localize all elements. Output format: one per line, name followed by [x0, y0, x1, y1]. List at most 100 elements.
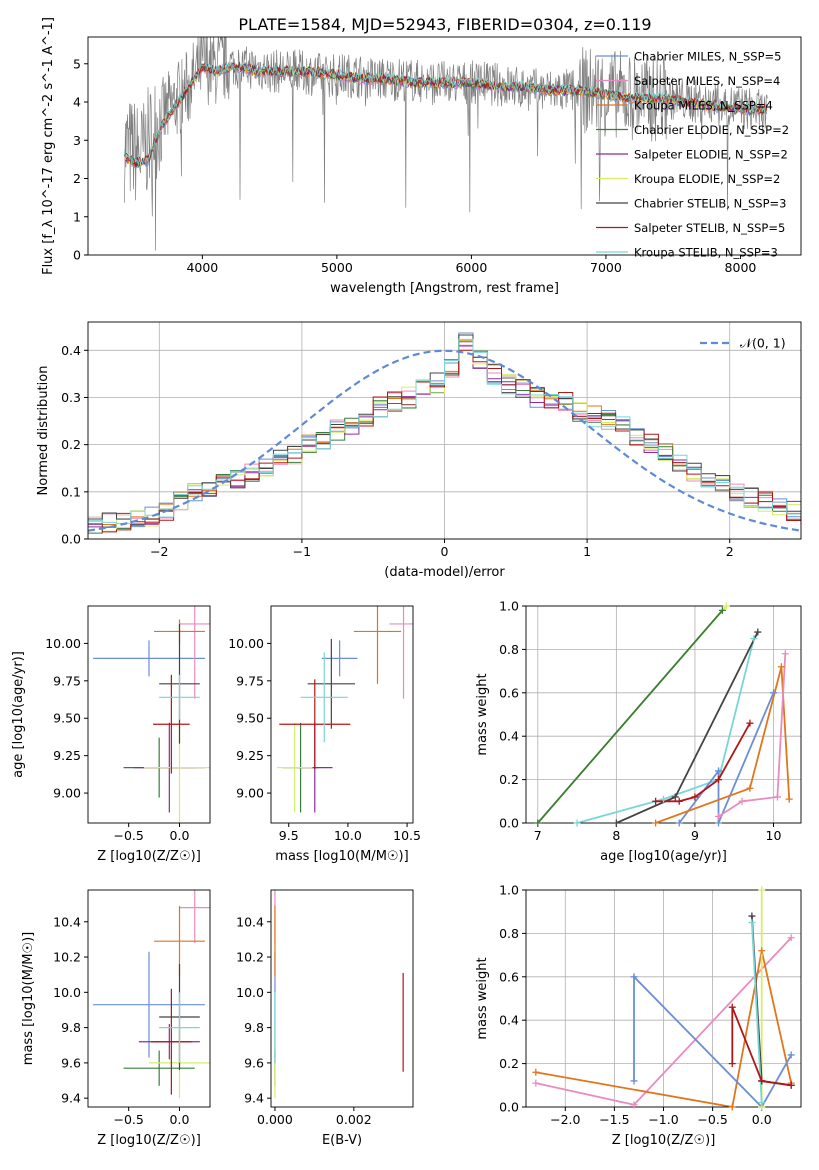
weight-Z-xtick-label: −2.0: [550, 1112, 580, 1127]
weight-marker: [787, 1081, 795, 1089]
weight-marker: [728, 1060, 736, 1068]
weight-line: [576, 638, 755, 823]
mass-Z-xlabel: Z [log10(Z/Z☉)]: [97, 1133, 201, 1148]
mass-EBV-ytick-label: 9.8: [244, 1020, 264, 1035]
weight-line: [655, 722, 751, 803]
spectrum-ylabel: Flux [f_λ 10^-17 erg cm^-2 s^-1 A^-1]: [41, 17, 56, 275]
weight-marker: [758, 947, 766, 955]
mass-Z-ytick-label: 10.0: [53, 985, 81, 1000]
weight-age-ytick-label: 0.8: [499, 642, 519, 657]
figure-title: PLATE=1584, MJD=52943, FIBERID=0304, z=0…: [238, 15, 651, 34]
residuals-ytick-label: 0.2: [61, 437, 81, 452]
legend-label: Salpeter STELIB, N_SSP=5: [634, 221, 785, 235]
spectrum-xtick-label: 6000: [455, 260, 487, 275]
weight-marker: [777, 663, 785, 671]
spectrum-panel: 4000 5000 6000 7000 8000 0 1 2 3 4 5 wavelength [An…: [41, 17, 802, 296]
weight-Z-ytick-label: 1.0: [499, 883, 519, 898]
age-mass-ytick-label: 10.00: [228, 636, 264, 651]
legend-label: Kroupa STELIB, N_SSP=3: [634, 246, 778, 260]
mass-EBV-ytick-label: 9.6: [244, 1055, 264, 1070]
spectrum-xtick-label: 5000: [321, 260, 353, 275]
weight-age-xtick-label: 8: [612, 828, 620, 843]
mass-EBV-plot-area: [274, 890, 404, 1099]
residuals-xtick-label: 0: [441, 544, 449, 559]
age-mass-panel: 9.5 10.0 10.5 9.00 9.25 9.50 9.75 10.00 mass [lo…: [228, 605, 421, 864]
spectrum-ytick-label: 0: [73, 248, 81, 263]
age-mass-ytick-label: 9.50: [236, 711, 264, 726]
weight-line: [678, 692, 775, 823]
weight-marker: [715, 767, 722, 775]
weight-age-xtick-label: 7: [534, 828, 542, 843]
legend-label: 𝒩(0, 1): [740, 336, 786, 351]
weight-marker: [630, 1077, 638, 1085]
weight-Z-xtick-label: −1.0: [648, 1112, 678, 1127]
mass-Z-ytick-label: 9.4: [61, 1091, 81, 1106]
spectrum-xtick-label: 4000: [186, 260, 218, 275]
weight-marker: [748, 912, 756, 920]
age-mass-xtick-label: 9.5: [279, 828, 299, 843]
weight-marker: [787, 1051, 795, 1059]
weight-age-ytick-label: 0.6: [499, 685, 519, 700]
spectrum-plot-area: [123, 37, 768, 251]
weight-age-frame: [525, 605, 802, 824]
age-mass-frame: [270, 605, 414, 824]
weight-marker: [746, 719, 754, 727]
age-Z-plot-area: [93, 606, 210, 823]
weight-marker: [787, 934, 795, 942]
weight-marker: [573, 819, 581, 827]
histogram-step-line: [88, 332, 801, 529]
legend-label: Salpeter ELODIE, N_SSP=2: [634, 148, 788, 162]
weight-marker: [722, 602, 730, 610]
residuals-plot-area: [88, 332, 801, 534]
age-mass-ytick-label: 9.75: [236, 673, 264, 688]
spectrum-model-line: [123, 60, 768, 165]
weight-marker: [630, 973, 638, 981]
weight-Z-ylabel: mass weight: [475, 957, 490, 1039]
histogram-step-line: [88, 339, 801, 532]
spectrum-ytick-label: 5: [73, 56, 81, 71]
weight-line: [616, 631, 759, 823]
weight-marker: [534, 819, 542, 827]
age-Z-xtick-label: −0.5: [113, 828, 143, 843]
weight-marker: [754, 628, 762, 636]
legend-label: Kroupa MILES, N_SSP=4: [634, 99, 773, 113]
weight-marker: [728, 1103, 736, 1111]
mass-EBV-ytick-label: 9.4: [244, 1091, 264, 1106]
weight-marker: [758, 1099, 766, 1107]
weight-marker: [748, 919, 756, 927]
age-mass-xtick-label: 10.0: [334, 828, 362, 843]
mass-EBV-panel: 0.000 0.002 9.4 9.6 9.8 10.0 10.2 10.4 E(B-V): [236, 889, 414, 1148]
weight-marker: [630, 1101, 638, 1109]
age-Z-ylabel: age [log10(age/yr)]: [11, 651, 26, 778]
weight-line: [537, 609, 724, 823]
weight-marker: [660, 795, 667, 803]
weight-age-ytick-label: 0.4: [499, 729, 519, 744]
weight-marker: [728, 1003, 736, 1011]
spectrum-ytick-label: 1: [73, 209, 81, 224]
weight-age-ylabel: mass weight: [475, 673, 490, 755]
weight-marker: [532, 1079, 540, 1087]
weight-marker: [718, 606, 726, 614]
weight-marker: [715, 776, 722, 784]
age-mass-xtick-label: 10.5: [393, 828, 421, 843]
weight-age-xtick-label: 9: [691, 828, 699, 843]
mass-EBV-frame: [270, 889, 414, 1108]
weight-Z-xtick-label: −1.5: [599, 1112, 629, 1127]
weight-age-ytick-label: 0.2: [499, 772, 519, 787]
age-mass-plot-area: [276, 606, 413, 813]
residuals-ytick-label: 0.1: [61, 484, 81, 499]
weight-Z-ytick-label: 0.2: [499, 1056, 519, 1071]
age-Z-ytick-label: 10.00: [45, 636, 81, 651]
legend-label: Chabrier MILES, N_SSP=5: [634, 50, 781, 64]
mass-Z-ylabel: mass [log10(M/M☉)]: [21, 932, 36, 1065]
weight-line: [718, 653, 787, 818]
residuals-xlabel: (data-model)/error: [384, 565, 505, 580]
weight-Z-ytick-label: 0.6: [499, 969, 519, 984]
weight-age-xlabel: age [log10(age/yr)]: [600, 849, 727, 864]
weight-marker: [671, 793, 679, 801]
weight-marker: [746, 784, 754, 792]
age-Z-ytick-label: 9.00: [53, 786, 81, 801]
weight-age-panel: 7 8 9 10 0.0 0.2 0.4 0.6 0.8 1.0 age [log10(age/yr…: [475, 599, 802, 864]
mass-Z-xtick-label: −0.5: [113, 1112, 143, 1127]
weight-marker: [652, 819, 660, 827]
